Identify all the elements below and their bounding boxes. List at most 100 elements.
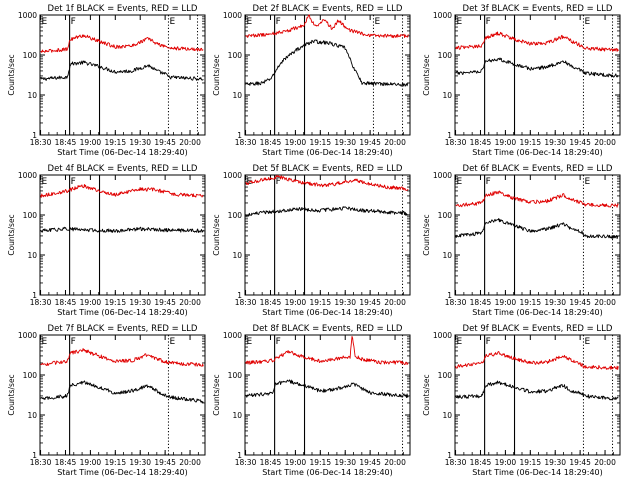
y-axis-label: Counts/sec [7,54,16,95]
detector-plot: Det 9f BLACK = Events, RED = LLD 1 10 100 10… [422,324,621,477]
x-tick-label: 19:30 [544,298,566,307]
y-tick-label: 100 [438,211,453,220]
x-tick-label: 19:30 [334,458,356,467]
x-tick-label: 19:15 [104,458,126,467]
x-tick-label: 19:00 [285,298,307,307]
x-tick-label: 19:00 [80,458,102,467]
y-tick-label: 10 [232,91,242,100]
interval-flag: F [486,337,491,347]
plot-title: Det 9f BLACK = Events, RED = LLD [463,324,613,334]
plot-title: Det 7f BLACK = Events, RED = LLD [48,324,198,334]
x-axis-label: Start Time (06-Dec-14 18:29:40) [57,148,188,157]
x-tick-label: 19:15 [309,138,331,147]
y-axis-label: Counts/sec [7,214,16,255]
x-axis-label: Start Time (06-Dec-14 18:29:40) [472,148,603,157]
y-tick-label: 100 [228,211,243,220]
events-series-line [245,379,409,398]
y-tick-label: 1 [237,451,242,460]
interval-flag: F [486,177,491,187]
interval-flag: F [276,17,281,27]
x-tick-label: 19:00 [80,298,102,307]
detector-plot: Det 5f BLACK = Events, RED = LLD 1 10 100 10… [212,164,411,317]
interval-flag: F [71,177,76,187]
lld-series-line [455,190,619,208]
x-tick-label: 18:45 [55,138,77,147]
x-tick-label: 19:45 [154,138,176,147]
y-axis-label: Counts/sec [422,214,431,255]
interval-flag: F [486,17,491,27]
x-tick-label: 19:30 [544,138,566,147]
interval-flag: F [71,17,76,27]
x-tick-label: 19:30 [129,298,151,307]
x-tick-label: 19:45 [359,458,381,467]
x-tick-label: 20:00 [594,458,616,467]
x-tick-label: 20:00 [594,138,616,147]
x-tick-label: 19:00 [495,458,517,467]
x-tick-label: 19:30 [129,458,151,467]
x-tick-label: 18:45 [55,458,77,467]
y-tick-label: 1000 [433,331,452,340]
y-tick-label: 10 [232,251,242,260]
x-tick-label: 19:45 [359,138,381,147]
lld-series-line [455,351,619,370]
plot-frame [454,174,621,296]
x-tick-label: 18:45 [470,458,492,467]
y-tick-label: 1000 [18,11,37,20]
plot-title: Det 2f BLACK = Events, RED = LLD [253,4,403,14]
y-tick-label: 100 [228,51,243,60]
x-axis-label: Start Time (06-Dec-14 18:29:40) [472,468,603,477]
plot-frame [454,14,621,136]
interval-flag: E [584,337,590,347]
x-tick-label: 19:30 [334,138,356,147]
interval-flag: E [169,17,175,27]
y-tick-label: 10 [442,411,452,420]
x-axis-label: Start Time (06-Dec-14 18:29:40) [57,468,188,477]
x-tick-label: 20:00 [179,458,201,467]
x-axis-label: Start Time (06-Dec-14 18:29:40) [57,308,188,317]
x-tick-label: 19:15 [104,298,126,307]
x-tick-label: 19:15 [309,458,331,467]
detector-plot: Det 8f BLACK = Events, RED = LLD 1 10 100 10… [212,324,411,477]
events-series-line [245,206,409,217]
x-tick-label: 18:30 [235,298,257,307]
x-tick-label: 18:30 [30,298,52,307]
x-tick-label: 20:00 [384,298,406,307]
y-tick-label: 100 [438,371,453,380]
lld-series-line [40,348,204,367]
events-series-line [245,39,409,87]
interval-flag: E [457,337,463,347]
y-tick-label: 100 [228,371,243,380]
x-tick-label: 19:00 [495,138,517,147]
y-tick-label: 1 [237,291,242,300]
x-tick-label: 19:45 [154,458,176,467]
x-tick-label: 18:30 [30,138,52,147]
x-axis-label: Start Time (06-Dec-14 18:29:40) [262,308,393,317]
interval-flag: E [247,17,253,27]
x-tick-label: 20:00 [179,138,201,147]
interval-flag: E [374,17,380,27]
events-series-line [455,57,619,78]
y-tick-label: 1 [447,291,452,300]
x-tick-label: 19:15 [519,298,541,307]
interval-flag: E [457,17,463,27]
plot-frame [454,334,621,456]
x-tick-label: 19:45 [569,138,591,147]
interval-flag: E [584,177,590,187]
x-tick-label: 18:30 [235,138,257,147]
lld-series-line [455,31,619,52]
x-tick-label: 19:45 [359,298,381,307]
y-tick-label: 10 [442,91,452,100]
detector-plot: Det 1f BLACK = Events, RED = LLD 1 10 100 10… [7,4,206,157]
detector-plot: Det 2f BLACK = Events, RED = LLD 1 10 100 10… [212,4,411,157]
lld-series-line [245,174,409,191]
detector-plot: Det 3f BLACK = Events, RED = LLD 1 10 100 10… [422,4,621,157]
x-tick-label: 20:00 [384,458,406,467]
interval-flag: E [169,337,175,347]
detector-plot: Det 4f BLACK = Events, RED = LLD 1 10 100 10… [7,164,206,317]
detector-plot: Det 7f BLACK = Events, RED = LLD 1 10 100 10… [7,324,206,477]
y-tick-label: 100 [23,371,38,380]
lld-series-line [40,34,204,53]
x-tick-label: 19:00 [495,298,517,307]
events-series-line [40,60,204,81]
